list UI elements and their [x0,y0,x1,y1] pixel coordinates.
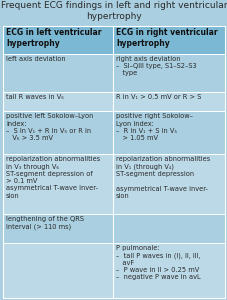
FancyBboxPatch shape [3,214,224,243]
FancyBboxPatch shape [3,111,224,154]
FancyBboxPatch shape [3,92,224,111]
Text: positive left Sokolow–Lyon
index:
–  S in V₁ + R in V₅ or R in
   V₆ > 3.5 mV: positive left Sokolow–Lyon index: – S in… [6,113,93,141]
Text: R in V₁ > 0.5 mV or R > S: R in V₁ > 0.5 mV or R > S [116,94,200,100]
Text: left axis deviation: left axis deviation [6,56,65,62]
FancyBboxPatch shape [3,243,224,298]
Text: tall R waves in V₆: tall R waves in V₆ [6,94,64,100]
Text: repolarization abnormalities
in V₃ through V₆
ST-segment depression of
> 0.1 mV
: repolarization abnormalities in V₃ throu… [6,157,100,199]
Text: ECG in right ventricular
hypertrophy: ECG in right ventricular hypertrophy [116,28,217,48]
Text: repolarization abnormalities
in V₁ (through V₄)
ST-segment depression

asymmetri: repolarization abnormalities in V₁ (thro… [116,157,209,199]
FancyBboxPatch shape [3,54,224,92]
Text: P pulmonale:
–  tall P waves in (I), II, III,
   avF
–  P wave in II > 0.25 mV
–: P pulmonale: – tall P waves in (I), II, … [116,245,200,280]
Text: right axis deviation
–  SI–QIII type, S1–S2–S3
   type: right axis deviation – SI–QIII type, S1–… [116,56,196,76]
FancyBboxPatch shape [3,154,224,214]
Text: positive right Sokolow–
Lyon index:
–  R in V₁ + S in V₅
   > 1.05 mV: positive right Sokolow– Lyon index: – R … [116,113,192,141]
FancyBboxPatch shape [3,26,224,54]
Text: lengthening of the QRS
interval (> 110 ms): lengthening of the QRS interval (> 110 m… [6,216,84,230]
Text: Frequent ECG findings in left and right ventricular
hypertrophy: Frequent ECG findings in left and right … [1,1,226,21]
Text: ECG in left ventricular
hypertrophy: ECG in left ventricular hypertrophy [6,28,101,48]
